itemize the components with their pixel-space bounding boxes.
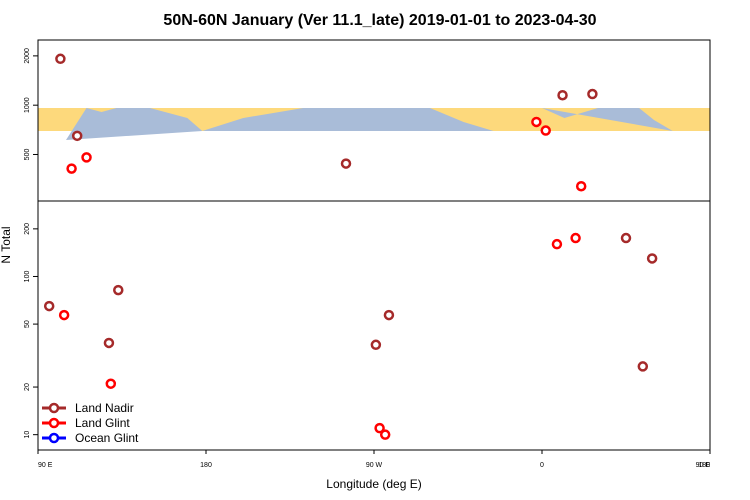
y-tick-label: 1000 — [24, 97, 31, 113]
x-tick-label: 180 — [200, 462, 212, 469]
bottom-land-nadir-point — [637, 361, 649, 372]
x-tick-label: 90 W — [366, 462, 383, 469]
y-tick-label: 500 — [24, 149, 31, 161]
legend-marker-land-nadir — [48, 402, 60, 414]
top-land-nadir-point — [55, 53, 66, 65]
top-land-glint-point — [540, 125, 551, 136]
legend-label-ocean-glint: Ocean Glint — [75, 431, 139, 445]
y-tick-label: 100 — [24, 271, 31, 283]
legend-label-land-glint: Land Glint — [75, 416, 130, 430]
top-land-glint-point — [81, 152, 92, 163]
bottom-land-glint-point — [551, 238, 563, 250]
y-tick-label: 2000 — [24, 48, 31, 64]
legend-marker-land-glint — [48, 417, 60, 429]
bottom-land-glint-point — [570, 232, 581, 244]
legend-marker-ocean-glint — [48, 432, 60, 444]
bottom-land-glint-point — [58, 309, 70, 321]
x-tick-label: 90 E — [38, 462, 53, 469]
map-land-patch — [56, 108, 65, 130]
top-land-glint-point — [575, 180, 587, 192]
bottom-land-glint-point — [379, 429, 391, 440]
map-ocean-2 — [542, 108, 673, 131]
map-ocean-1 — [202, 108, 494, 131]
x-tick-label: 180 — [698, 462, 710, 469]
bottom-land-nadir-point — [103, 337, 115, 349]
top-land-nadir-point — [71, 130, 83, 142]
legend-label-land-nadir: Land Nadir — [75, 401, 134, 415]
map-ocean-0 — [66, 108, 203, 140]
bottom-land-glint-point — [374, 422, 385, 434]
y-axis-top: 500 1000 2000 — [24, 48, 38, 160]
bottom-land-nadir-point — [620, 232, 632, 244]
bottom-land-nadir-point — [646, 253, 658, 264]
top-land-glint-point — [531, 116, 542, 128]
bottom-land-nadir-point — [43, 300, 55, 312]
plot-frame — [37, 39, 711, 451]
top-land-nadir-point — [557, 89, 568, 101]
y-tick-label: 200 — [24, 223, 31, 235]
y-tick-label: 10 — [24, 431, 31, 439]
x-axis-label: Longitude (deg E) — [326, 477, 421, 491]
x-tick-label: 0 — [540, 462, 544, 469]
y-axis-label: N Total — [0, 226, 13, 263]
y-axis-bottom: 10 20 50 100 200 — [24, 223, 38, 439]
chart-title: 50N-60N January (Ver 11.1_late) 2019-01-… — [163, 12, 596, 29]
points-bottom-panel — [43, 232, 658, 440]
y-tick-label: 50 — [24, 320, 31, 328]
top-land-nadir-point — [340, 158, 352, 169]
bottom-land-nadir-point — [113, 284, 124, 296]
world-map-band — [38, 108, 710, 140]
y-tick-label: 20 — [24, 383, 31, 391]
x-tick-label: 90 E — [696, 462, 711, 469]
top-land-glint-point — [66, 163, 77, 174]
points-top-panel — [55, 53, 598, 192]
bottom-land-nadir-point — [370, 339, 382, 351]
bottom-land-glint-point — [105, 378, 117, 389]
bottom-land-nadir-point — [383, 309, 395, 321]
top-land-nadir-point — [587, 88, 598, 100]
